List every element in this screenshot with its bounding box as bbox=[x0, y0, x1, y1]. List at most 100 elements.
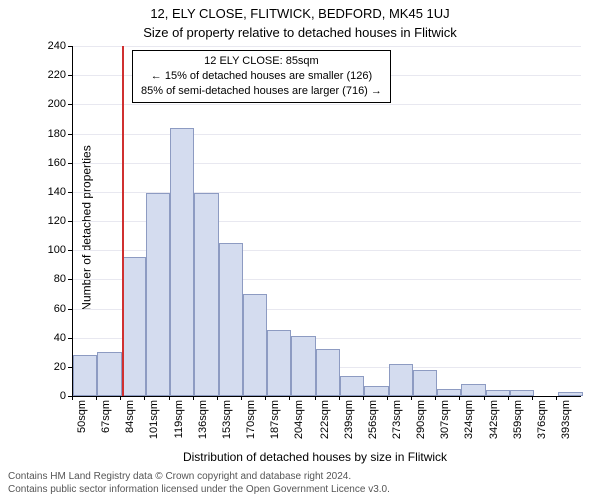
y-tick-mark bbox=[68, 221, 72, 222]
y-tick-label: 240 bbox=[36, 40, 66, 52]
histogram-bar bbox=[146, 193, 170, 396]
x-tick-mark bbox=[363, 396, 364, 400]
histogram-bar bbox=[558, 392, 582, 396]
x-tick-mark bbox=[265, 396, 266, 400]
y-tick-label: 120 bbox=[36, 215, 66, 227]
y-tick-mark bbox=[68, 163, 72, 164]
footer-attribution: Contains HM Land Registry data © Crown c… bbox=[8, 470, 390, 496]
x-tick-label: 67sqm bbox=[100, 400, 112, 433]
x-tick-label: 170sqm bbox=[245, 400, 257, 439]
chart-subtitle: Size of property relative to detached ho… bbox=[0, 21, 600, 40]
x-tick-label: 342sqm bbox=[488, 400, 500, 439]
gridline bbox=[73, 104, 581, 105]
x-tick-mark bbox=[339, 396, 340, 400]
x-tick-label: 153sqm bbox=[221, 400, 233, 439]
x-tick-label: 50sqm bbox=[76, 400, 88, 433]
histogram-bar bbox=[219, 243, 243, 396]
y-tick-label: 20 bbox=[36, 361, 66, 373]
x-tick-label: 359sqm bbox=[512, 400, 524, 439]
annotation-line: ← 15% of detached houses are smaller (12… bbox=[141, 69, 382, 84]
histogram-bar bbox=[510, 390, 534, 396]
histogram-bar bbox=[122, 257, 146, 396]
y-tick-mark bbox=[68, 134, 72, 135]
x-tick-label: 273sqm bbox=[391, 400, 403, 439]
x-tick-label: 101sqm bbox=[148, 400, 160, 439]
x-tick-mark bbox=[144, 396, 145, 400]
annotation-line: 85% of semi-detached houses are larger (… bbox=[141, 84, 382, 99]
y-tick-label: 100 bbox=[36, 244, 66, 256]
x-tick-mark bbox=[169, 396, 170, 400]
y-tick-label: 40 bbox=[36, 332, 66, 344]
y-tick-mark bbox=[68, 46, 72, 47]
x-tick-label: 290sqm bbox=[415, 400, 427, 439]
gridline bbox=[73, 163, 581, 164]
y-tick-label: 200 bbox=[36, 98, 66, 110]
x-tick-mark bbox=[484, 396, 485, 400]
x-tick-mark bbox=[532, 396, 533, 400]
histogram-bar bbox=[389, 364, 413, 396]
page-title: 12, ELY CLOSE, FLITWICK, BEDFORD, MK45 1… bbox=[0, 0, 600, 21]
histogram-bar bbox=[97, 352, 121, 396]
y-tick-mark bbox=[68, 338, 72, 339]
y-tick-mark bbox=[68, 75, 72, 76]
footer-line-1: Contains HM Land Registry data © Crown c… bbox=[8, 470, 390, 483]
x-tick-mark bbox=[217, 396, 218, 400]
chart-container: Number of detached properties Distributi… bbox=[50, 46, 580, 436]
x-tick-label: 256sqm bbox=[367, 400, 379, 439]
x-tick-mark bbox=[508, 396, 509, 400]
x-tick-label: 239sqm bbox=[343, 400, 355, 439]
histogram-bar bbox=[267, 330, 291, 396]
histogram-bar bbox=[486, 390, 510, 396]
x-tick-label: 119sqm bbox=[173, 400, 185, 438]
x-tick-label: 136sqm bbox=[197, 400, 209, 439]
y-tick-mark bbox=[68, 192, 72, 193]
histogram-bar bbox=[316, 349, 340, 396]
x-tick-label: 324sqm bbox=[463, 400, 475, 439]
x-tick-mark bbox=[241, 396, 242, 400]
histogram-bar bbox=[364, 386, 388, 396]
y-tick-mark bbox=[68, 367, 72, 368]
histogram-bar bbox=[340, 376, 364, 396]
x-tick-mark bbox=[556, 396, 557, 400]
histogram-bar bbox=[413, 370, 437, 396]
x-tick-label: 307sqm bbox=[439, 400, 451, 439]
gridline bbox=[73, 134, 581, 135]
x-tick-mark bbox=[193, 396, 194, 400]
x-tick-mark bbox=[120, 396, 121, 400]
histogram-bar bbox=[170, 128, 194, 396]
histogram-bar bbox=[291, 336, 315, 396]
footer-line-2: Contains public sector information licen… bbox=[8, 483, 390, 496]
x-tick-mark bbox=[72, 396, 73, 400]
x-tick-mark bbox=[289, 396, 290, 400]
x-tick-label: 84sqm bbox=[124, 400, 136, 433]
histogram-bar bbox=[73, 355, 97, 396]
x-tick-label: 204sqm bbox=[293, 400, 305, 439]
y-tick-label: 220 bbox=[36, 69, 66, 81]
marker-line bbox=[122, 46, 124, 396]
x-tick-mark bbox=[96, 396, 97, 400]
x-tick-mark bbox=[459, 396, 460, 400]
y-tick-mark bbox=[68, 309, 72, 310]
x-tick-mark bbox=[315, 396, 316, 400]
annotation-box: 12 ELY CLOSE: 85sqm← 15% of detached hou… bbox=[132, 50, 391, 103]
x-tick-label: 187sqm bbox=[269, 400, 281, 439]
x-tick-mark bbox=[411, 396, 412, 400]
annotation-line: 12 ELY CLOSE: 85sqm bbox=[141, 54, 382, 69]
x-tick-mark bbox=[435, 396, 436, 400]
y-tick-label: 60 bbox=[36, 303, 66, 315]
y-tick-label: 80 bbox=[36, 273, 66, 285]
x-tick-mark bbox=[387, 396, 388, 400]
y-tick-label: 140 bbox=[36, 186, 66, 198]
histogram-bar bbox=[437, 389, 461, 396]
y-tick-mark bbox=[68, 279, 72, 280]
y-tick-mark bbox=[68, 104, 72, 105]
x-tick-label: 222sqm bbox=[319, 400, 331, 439]
histogram-bar bbox=[461, 384, 485, 396]
y-tick-mark bbox=[68, 250, 72, 251]
gridline bbox=[73, 46, 581, 47]
histogram-bar bbox=[243, 294, 267, 396]
y-tick-label: 180 bbox=[36, 128, 66, 140]
y-tick-label: 160 bbox=[36, 157, 66, 169]
histogram-bar bbox=[194, 193, 218, 396]
x-axis-label: Distribution of detached houses by size … bbox=[50, 450, 580, 464]
